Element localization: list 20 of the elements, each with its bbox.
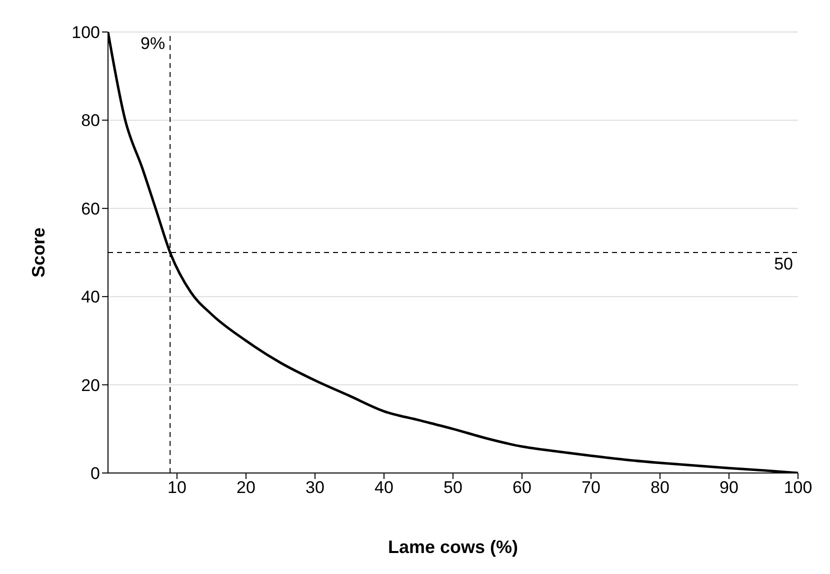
y-tick-label: 0 <box>90 464 100 484</box>
x-tick-label: 10 <box>168 478 186 498</box>
x-axis-title: Lame cows (%) <box>388 537 518 557</box>
ref-line-label: 9% <box>140 34 166 54</box>
ref-line-label: 50 <box>774 254 793 274</box>
x-tick-label: 40 <box>374 478 394 498</box>
x-tick-label: 60 <box>512 478 532 498</box>
x-tick-label: 100 <box>784 478 812 498</box>
x-tick-label: 80 <box>650 478 670 498</box>
y-tick-label: 20 <box>81 376 100 395</box>
y-axis-title: Score <box>28 227 48 278</box>
y-tick-label: 40 <box>81 288 100 307</box>
x-tick-label: 50 <box>444 478 462 498</box>
y-tick-label: 80 <box>81 111 100 130</box>
y-tick-label: 100 <box>72 23 100 42</box>
x-tick-label: 30 <box>306 478 324 498</box>
x-tick-label: 70 <box>582 478 600 498</box>
x-tick-label: 20 <box>236 478 256 498</box>
x-tick-label: 90 <box>720 478 738 498</box>
y-tick-label: 60 <box>81 199 100 218</box>
